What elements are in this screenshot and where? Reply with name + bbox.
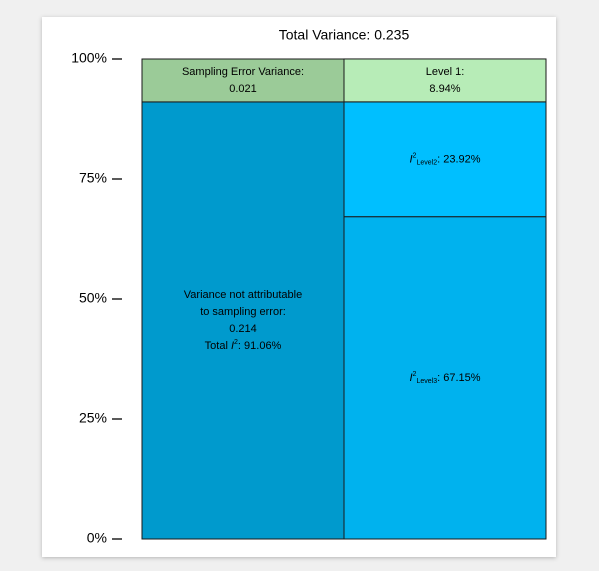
segment bbox=[343, 101, 547, 218]
y-tick-label: 100% bbox=[71, 50, 107, 66]
y-tick-label: 50% bbox=[79, 290, 107, 306]
segment-label: I2Level2: 23.92% bbox=[409, 153, 480, 167]
segment-label: 8.94% bbox=[429, 83, 460, 95]
y-tick-label: 25% bbox=[79, 410, 107, 426]
segment bbox=[141, 101, 345, 540]
label-part: : 91.06% bbox=[238, 340, 282, 352]
label-part: I bbox=[409, 153, 412, 165]
segment-label: 0.021 bbox=[229, 83, 257, 95]
label-part: Total bbox=[205, 340, 231, 352]
label-part: Sampling Error Variance: bbox=[182, 66, 304, 78]
segment-label: Total I2: 91.06% bbox=[205, 339, 282, 352]
y-tick-label: 0% bbox=[87, 530, 107, 546]
y-tick-label: 75% bbox=[79, 170, 107, 186]
segment-label: to sampling error: bbox=[200, 306, 286, 318]
label-part: : 67.15% bbox=[437, 372, 481, 384]
segment bbox=[343, 216, 547, 540]
label-part: to sampling error: bbox=[200, 306, 286, 318]
segment-label: Sampling Error Variance: bbox=[182, 66, 304, 78]
label-part: 0.021 bbox=[229, 83, 257, 95]
label-part: 8.94% bbox=[429, 83, 460, 95]
label-part: 0.214 bbox=[229, 323, 257, 335]
label-part: Level 1: bbox=[426, 66, 465, 78]
segment-label: 0.214 bbox=[229, 323, 257, 335]
segment-label: Variance not attributable bbox=[184, 289, 302, 301]
label-part: I bbox=[409, 372, 412, 384]
segment bbox=[141, 58, 345, 103]
segment-label: I2Level3: 67.15% bbox=[409, 371, 480, 385]
segment-label: Level 1: bbox=[426, 66, 465, 78]
label-part: Variance not attributable bbox=[184, 289, 302, 301]
label-part: 2 bbox=[234, 339, 238, 346]
segment bbox=[343, 58, 547, 103]
chart-title: Total Variance: 0.235 bbox=[279, 27, 410, 43]
label-part: Level3 bbox=[416, 378, 437, 385]
label-part: : 23.92% bbox=[437, 153, 481, 165]
label-part: 2 bbox=[413, 153, 417, 160]
label-part: I bbox=[231, 340, 234, 352]
label-part: 2 bbox=[413, 371, 417, 378]
label-part: Level2 bbox=[416, 160, 437, 167]
